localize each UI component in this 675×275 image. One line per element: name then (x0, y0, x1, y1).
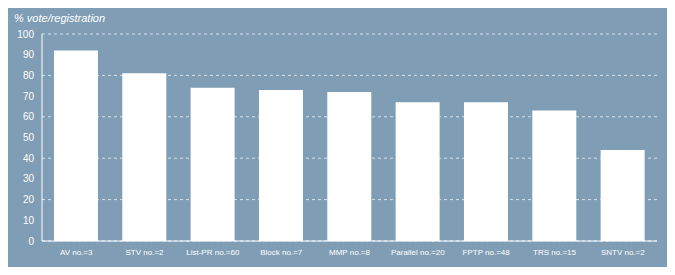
svg-text:Block no.=7: Block no.=7 (260, 248, 303, 257)
svg-text:10: 10 (23, 215, 35, 226)
svg-text:90: 90 (23, 49, 35, 60)
svg-text:MMP no.=8: MMP no.=8 (329, 248, 371, 257)
svg-text:20: 20 (23, 194, 35, 205)
svg-text:Parallel no.=20: Parallel no.=20 (391, 248, 445, 257)
svg-text:FPTP no.=48: FPTP no.=48 (463, 248, 511, 257)
svg-text:SNTV no.=2: SNTV no.=2 (601, 248, 645, 257)
svg-text:50: 50 (23, 132, 35, 143)
svg-text:TRS no.=15: TRS no.=15 (533, 248, 576, 257)
svg-text:100: 100 (17, 29, 34, 40)
svg-text:List-PR no.=60: List-PR no.=60 (186, 248, 240, 257)
svg-text:0: 0 (28, 236, 34, 247)
svg-text:40: 40 (23, 153, 35, 164)
svg-text:AV no.=3: AV no.=3 (60, 248, 93, 257)
svg-text:70: 70 (23, 91, 35, 102)
svg-text:30: 30 (23, 173, 35, 184)
svg-text:STV no.=2: STV no.=2 (125, 248, 164, 257)
html-text:% vote/registration: % vote/registration (14, 12, 106, 24)
svg-text:60: 60 (23, 111, 35, 122)
svg-text:80: 80 (23, 70, 35, 81)
